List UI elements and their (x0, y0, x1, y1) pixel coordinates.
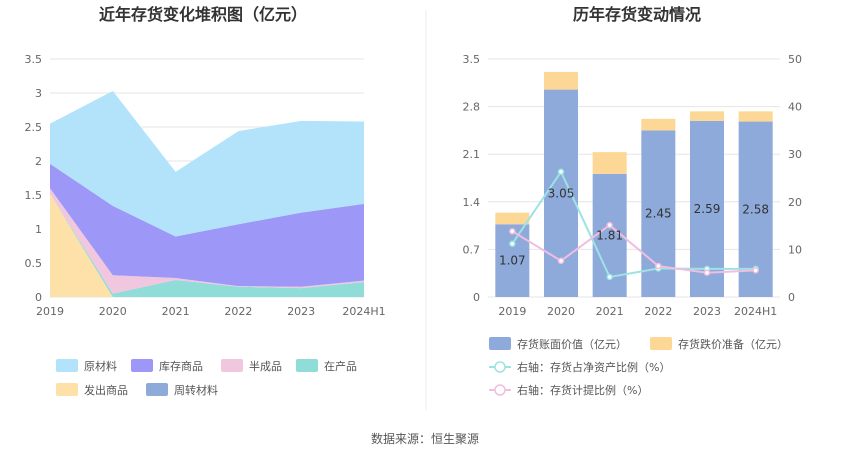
left-legend-label: 发出商品 (84, 383, 128, 397)
left-legend-swatch (221, 359, 243, 372)
bar-value-label: 2.45 (645, 207, 672, 221)
left-y-tick-label: 2.5 (25, 121, 43, 134)
bar-impairment (690, 111, 724, 121)
right-y-left-tick-label: 1.4 (463, 196, 481, 209)
right-y-right-tick-label: 20 (788, 196, 802, 209)
right-legend-label: 右轴：存货计提比例（%） (517, 383, 648, 397)
right-legend-label: 右轴：存货占净资产比例（%） (517, 360, 670, 374)
left-y-tick-label: 0 (35, 291, 42, 304)
right-x-tick-label: 2024H1 (734, 305, 777, 318)
left-legend-label: 半成品 (249, 359, 282, 373)
right-grid (488, 58, 780, 298)
left-y-tick-label: 3.5 (25, 53, 43, 66)
right-x-tick-label: 2021 (596, 305, 624, 318)
source-text: 数据来源：恒生聚源 (371, 431, 479, 446)
left-chart-title: 近年存货变化堆积图（亿元） (99, 5, 307, 24)
right-chart: 历年存货变动情况 1.07 3.05 1.81 2.45 2.59 2.58 0 0.7 1.… (463, 5, 803, 397)
bar-book-value (495, 224, 530, 297)
line-point-3 (752, 267, 759, 274)
right-y-right-tick-label: 10 (788, 243, 802, 256)
right-y-right-tick-label: 50 (788, 53, 802, 66)
left-chart: 近年存货变化堆积图（亿元） 00.511.522.533.5 2019 2020 2… (25, 5, 386, 397)
bar-value-label: 1.81 (596, 228, 623, 242)
bar-impairment (738, 111, 773, 122)
left-legend-label: 库存商品 (159, 359, 203, 373)
bar-value-label: 2.58 (742, 202, 769, 216)
right-bars (495, 71, 773, 297)
right-y-right-tick-labels: 0 10 20 30 40 50 (788, 53, 802, 304)
left-x-tick-label: 2024H1 (342, 305, 385, 318)
right-y-left-tick-label: 3.5 (463, 53, 481, 66)
line-point-3 (703, 269, 711, 276)
bar-impairment (641, 118, 676, 131)
right-legend-marker (494, 384, 506, 396)
left-legend-label: 原材料 (84, 359, 117, 373)
right-y-left-tick-label: 0.7 (463, 243, 481, 256)
right-y-left-tick-labels: 0 0.7 1.4 2.1 2.8 3.5 (463, 53, 481, 304)
right-y-left-tick-label: 0 (473, 291, 480, 304)
line-point-2 (557, 168, 565, 176)
left-legend-swatch (56, 383, 78, 396)
bar-value-label: 1.07 (499, 254, 526, 268)
right-legend-marker (494, 361, 506, 373)
line-point-2 (509, 240, 516, 247)
right-x-tick-labels: 2019 2020 2021 2022 2023 2024H1 (498, 305, 777, 318)
line-point-3 (509, 228, 516, 235)
left-y-tick-label: 1 (35, 223, 42, 236)
right-bar-labels: 1.07 3.05 1.81 2.45 2.59 2.58 (499, 186, 769, 267)
area-series-1 (50, 163, 364, 287)
bar-value-label: 2.59 (694, 202, 721, 216)
right-lines (509, 168, 759, 281)
left-x-tick-label: 2021 (162, 305, 190, 318)
area-series-0 (50, 90, 364, 237)
left-y-tick-labels: 0 0.5 1 1.5 2 2.5 3 3.5 (25, 53, 43, 304)
line-point-3 (655, 262, 662, 270)
left-x-tick-labels: 2019 2020 2021 2022 2023 2024H1 (36, 305, 386, 318)
right-legend-label: 存货跌价准备（亿元） (678, 337, 788, 351)
line-series-3 (511, 223, 756, 274)
left-legend-swatch (131, 359, 153, 372)
right-legend-label: 存货账面价值（亿元） (517, 337, 627, 351)
left-y-tick-label: 0.5 (25, 257, 43, 270)
left-legend-swatch (146, 383, 168, 396)
bar-impairment (544, 71, 578, 90)
right-legend: 存货账面价值（亿元） 存货跌价准备（亿元） 右轴：存货占净资产比例（%） 右轴：存货计… (489, 337, 788, 397)
right-y-left-tick-label: 2.8 (463, 101, 481, 114)
left-x-tick-label: 2022 (224, 305, 252, 318)
right-y-right-tick-label: 30 (788, 148, 802, 161)
left-y-tick-label: 2 (35, 155, 42, 168)
right-y-left-tick-label: 2.1 (463, 148, 481, 161)
line-point-2 (606, 273, 613, 281)
line-series-2 (511, 169, 756, 279)
right-x-tick-label: 2019 (498, 305, 526, 318)
line-point-3 (606, 221, 613, 229)
left-y-tick-label: 3 (35, 87, 42, 100)
right-x-tick-label: 2022 (644, 305, 672, 318)
right-x-tick-label: 2023 (693, 305, 721, 318)
line-point-3 (557, 257, 565, 265)
right-legend-swatch (650, 337, 672, 350)
left-legend-swatch (56, 359, 78, 372)
left-legend-swatch (296, 359, 318, 372)
left-x-tick-label: 2020 (99, 305, 127, 318)
left-legend-label: 在产品 (324, 359, 357, 373)
left-areas (50, 90, 364, 297)
left-y-tick-label: 1.5 (25, 189, 43, 202)
left-x-tick-label: 2023 (287, 305, 315, 318)
area-series-4 (50, 193, 364, 297)
right-legend-swatch (489, 337, 511, 350)
right-y-right-tick-label: 0 (788, 291, 795, 304)
bar-impairment (495, 212, 530, 225)
right-chart-title: 历年存货变动情况 (573, 5, 701, 24)
bar-value-label: 3.05 (548, 186, 575, 200)
bar-impairment (592, 152, 627, 174)
left-legend-label: 周转材料 (174, 383, 218, 397)
area-series-3 (50, 193, 364, 297)
left-x-tick-label: 2019 (36, 305, 64, 318)
right-y-right-tick-label: 40 (788, 101, 802, 114)
right-x-tick-label: 2020 (547, 305, 575, 318)
